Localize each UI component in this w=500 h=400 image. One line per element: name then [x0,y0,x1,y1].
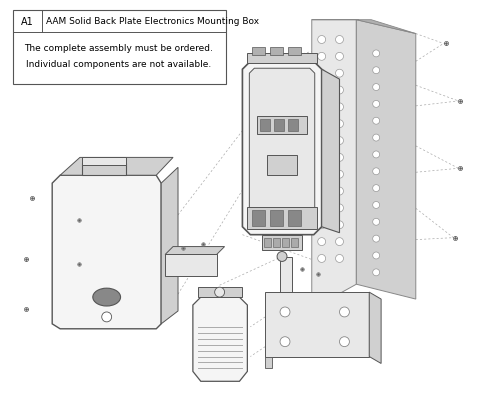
Circle shape [336,254,344,262]
Polygon shape [161,167,178,324]
Circle shape [372,168,380,175]
Bar [248,53,316,63]
Circle shape [336,52,344,60]
Bar [288,210,301,226]
Bar [252,48,265,55]
Circle shape [336,204,344,212]
Bar [288,48,301,55]
Circle shape [318,221,326,229]
Circle shape [372,134,380,141]
Circle shape [336,136,344,144]
Bar [248,207,316,229]
Circle shape [214,287,224,297]
Bar [288,119,298,131]
Polygon shape [165,254,216,276]
Bar [82,157,126,165]
Bar [267,156,297,175]
Polygon shape [265,356,272,368]
Bar [274,119,284,131]
Polygon shape [242,61,322,235]
Bar [282,238,289,246]
Circle shape [336,69,344,77]
Circle shape [372,50,380,57]
Polygon shape [250,68,314,228]
Circle shape [372,252,380,259]
Bar [260,119,270,131]
Circle shape [318,52,326,60]
Circle shape [336,238,344,246]
Circle shape [280,337,290,347]
Circle shape [336,36,344,44]
Circle shape [277,252,287,262]
Polygon shape [369,292,381,364]
Circle shape [372,235,380,242]
Circle shape [336,103,344,111]
Bar [270,210,283,226]
Polygon shape [165,246,224,254]
Circle shape [280,307,290,317]
Polygon shape [356,20,416,299]
Polygon shape [60,157,173,175]
Circle shape [336,86,344,94]
Circle shape [372,151,380,158]
Text: Individual components are not available.: Individual components are not available. [26,60,211,69]
Circle shape [318,238,326,246]
Polygon shape [193,297,248,381]
Circle shape [336,120,344,128]
Circle shape [336,187,344,195]
Polygon shape [52,175,161,329]
Ellipse shape [93,288,120,306]
Circle shape [336,221,344,229]
Circle shape [318,36,326,44]
Polygon shape [82,163,126,175]
Polygon shape [198,287,242,297]
Circle shape [336,170,344,178]
Circle shape [372,185,380,192]
Bar [273,238,280,246]
Circle shape [318,120,326,128]
Polygon shape [322,69,340,233]
Circle shape [318,187,326,195]
Polygon shape [262,235,302,250]
Circle shape [372,100,380,107]
Text: The complete assembly must be ordered.: The complete assembly must be ordered. [24,44,213,53]
Circle shape [318,154,326,161]
Bar [270,48,283,55]
Circle shape [372,202,380,208]
Circle shape [340,307,349,317]
Circle shape [372,117,380,124]
Polygon shape [312,20,356,309]
Text: A1: A1 [21,17,34,27]
Circle shape [318,254,326,262]
Circle shape [340,337,349,347]
Circle shape [336,154,344,161]
Circle shape [318,170,326,178]
Bar [258,116,307,134]
Circle shape [318,136,326,144]
Polygon shape [280,258,292,312]
Bar [291,238,298,246]
Circle shape [318,69,326,77]
Bar [264,238,271,246]
Circle shape [102,312,112,322]
Circle shape [372,218,380,225]
Bar [252,210,265,226]
Circle shape [318,86,326,94]
Circle shape [372,67,380,74]
Text: AAM Solid Back Plate Electronics Mounting Box: AAM Solid Back Plate Electronics Mountin… [46,17,260,26]
Circle shape [372,84,380,90]
Circle shape [318,103,326,111]
Circle shape [372,269,380,276]
Circle shape [318,204,326,212]
Polygon shape [265,292,369,356]
Polygon shape [312,20,416,34]
Bar [12,10,226,84]
